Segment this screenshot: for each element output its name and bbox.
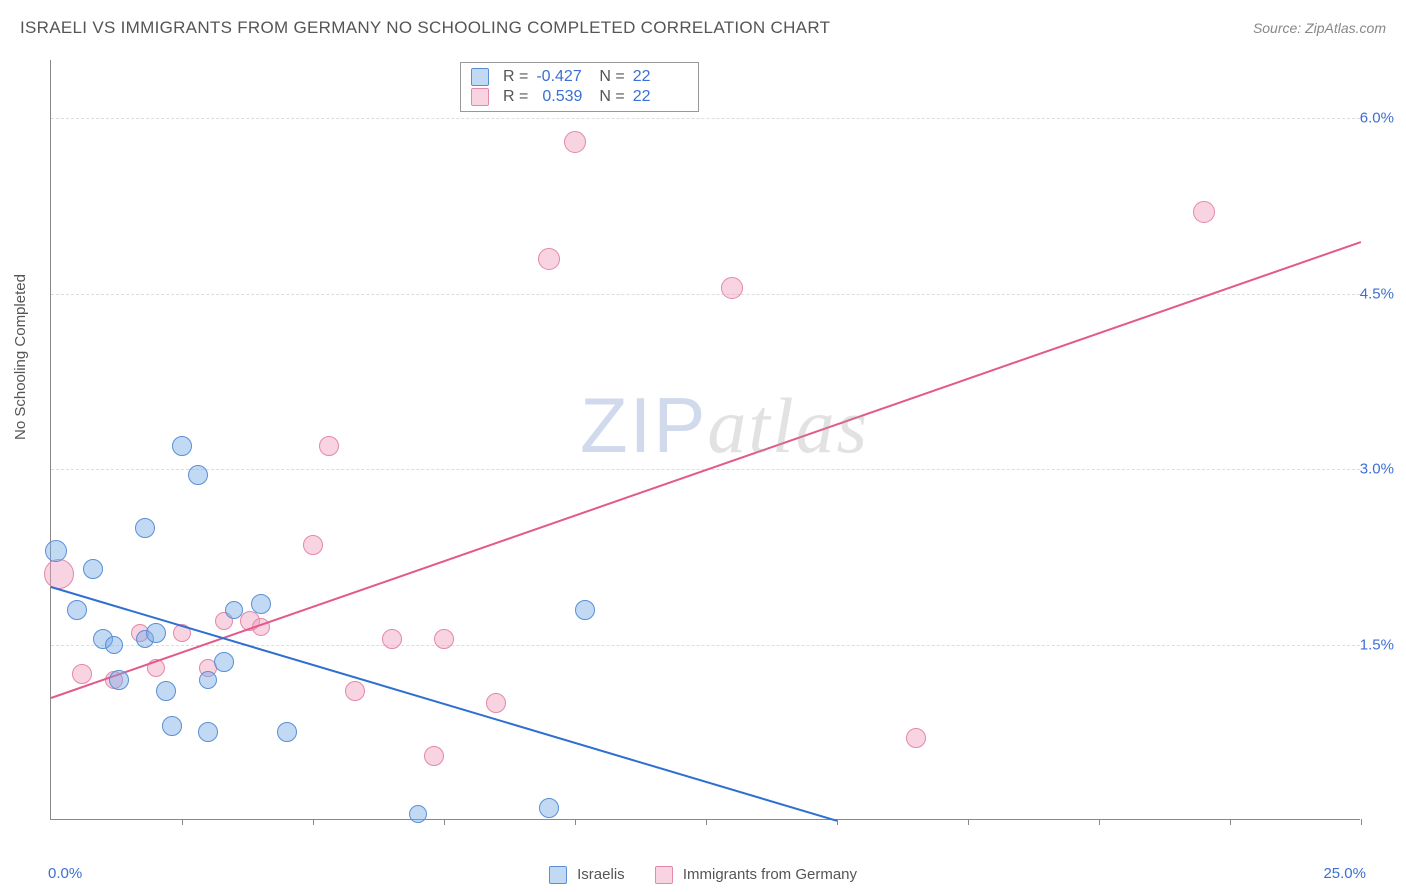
data-point bbox=[409, 805, 427, 823]
data-point bbox=[382, 629, 402, 649]
data-point bbox=[198, 722, 218, 742]
data-point bbox=[188, 465, 208, 485]
swatch-germany-icon bbox=[655, 866, 673, 884]
x-axis-max-label: 25.0% bbox=[1323, 865, 1366, 882]
data-point bbox=[1193, 201, 1215, 223]
trend-line bbox=[51, 241, 1362, 699]
data-point bbox=[486, 693, 506, 713]
data-point bbox=[303, 535, 323, 555]
data-point bbox=[45, 540, 67, 562]
n-value-germany: 22 bbox=[633, 88, 688, 106]
data-point bbox=[906, 728, 926, 748]
r-value-israelis: -0.427 bbox=[536, 68, 591, 86]
data-point bbox=[538, 248, 560, 270]
data-point bbox=[162, 716, 182, 736]
swatch-israelis-icon bbox=[471, 68, 489, 86]
legend-item-germany: Immigrants from Germany bbox=[655, 866, 857, 884]
data-point bbox=[225, 601, 243, 619]
data-point bbox=[67, 600, 87, 620]
correlation-stats-box: R = -0.427 N = 22 R = 0.539 N = 22 bbox=[460, 62, 699, 112]
data-point bbox=[434, 629, 454, 649]
data-point bbox=[105, 636, 123, 654]
data-point bbox=[721, 277, 743, 299]
x-axis-min-label: 0.0% bbox=[48, 865, 82, 882]
data-point bbox=[146, 623, 166, 643]
data-point bbox=[83, 559, 103, 579]
r-value-germany: 0.539 bbox=[536, 88, 591, 106]
legend-item-israelis: Israelis bbox=[549, 866, 625, 884]
data-point bbox=[214, 652, 234, 672]
page-title: ISRAELI VS IMMIGRANTS FROM GERMANY NO SC… bbox=[20, 18, 830, 38]
n-value-israelis: 22 bbox=[633, 68, 688, 86]
y-tick-label: 4.5% bbox=[1360, 285, 1394, 302]
data-point bbox=[44, 559, 74, 589]
data-point bbox=[199, 671, 217, 689]
y-tick-label: 3.0% bbox=[1360, 461, 1394, 478]
data-point bbox=[575, 600, 595, 620]
data-point bbox=[539, 798, 559, 818]
stats-row-israelis: R = -0.427 N = 22 bbox=[471, 67, 688, 87]
legend: Israelis Immigrants from Germany bbox=[549, 866, 857, 884]
stats-row-germany: R = 0.539 N = 22 bbox=[471, 87, 688, 107]
data-point bbox=[564, 131, 586, 153]
swatch-germany-icon bbox=[471, 88, 489, 106]
data-point bbox=[424, 746, 444, 766]
header: ISRAELI VS IMMIGRANTS FROM GERMANY NO SC… bbox=[20, 18, 1386, 38]
y-tick-label: 6.0% bbox=[1360, 110, 1394, 127]
swatch-israelis-icon bbox=[549, 866, 567, 884]
trend-line bbox=[51, 586, 838, 822]
y-axis-label: No Schooling Completed bbox=[12, 274, 29, 440]
data-point bbox=[72, 664, 92, 684]
data-point bbox=[345, 681, 365, 701]
source-credit: Source: ZipAtlas.com bbox=[1253, 20, 1386, 36]
data-point bbox=[277, 722, 297, 742]
data-point bbox=[172, 436, 192, 456]
data-point bbox=[319, 436, 339, 456]
y-tick-label: 1.5% bbox=[1360, 636, 1394, 653]
data-point bbox=[156, 681, 176, 701]
data-point bbox=[251, 594, 271, 614]
data-point bbox=[135, 518, 155, 538]
scatter-chart bbox=[50, 60, 1360, 820]
data-point bbox=[109, 670, 129, 690]
